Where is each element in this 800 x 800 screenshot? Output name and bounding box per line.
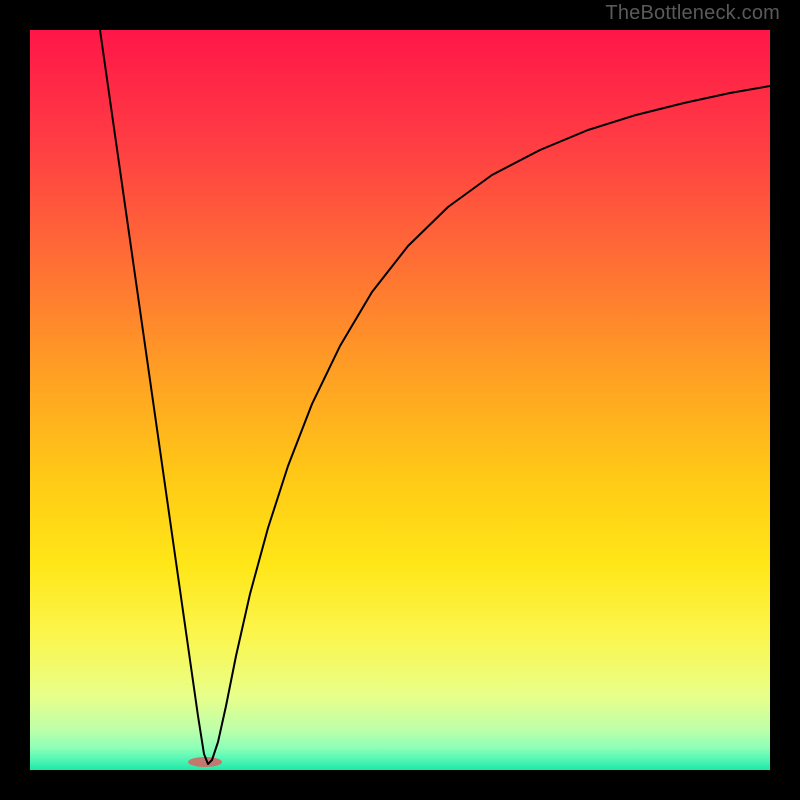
- outer-black-frame: TheBottleneck.com: [0, 0, 800, 800]
- plot-svg: [30, 30, 770, 770]
- attribution-watermark: TheBottleneck.com: [605, 2, 780, 25]
- gradient-background: [30, 30, 770, 770]
- bottleneck-plot: [30, 30, 770, 770]
